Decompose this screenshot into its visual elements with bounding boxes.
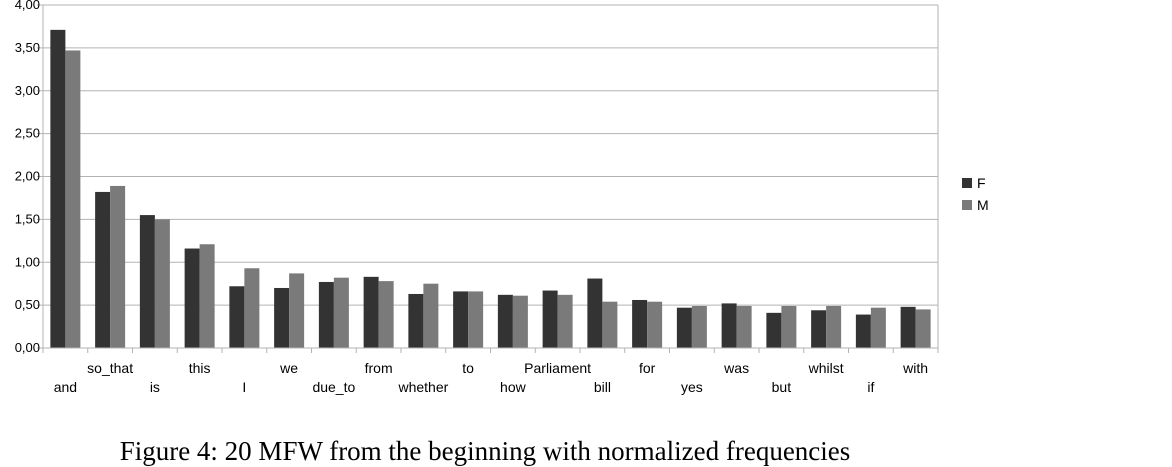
- legend: FM: [962, 175, 989, 213]
- y-tick-label: 1,50: [15, 211, 40, 226]
- bar-F-for: [632, 299, 648, 348]
- bar-F-yes: [676, 307, 692, 348]
- bar-M-bill: [602, 301, 618, 348]
- x-tick-label: this: [189, 360, 211, 376]
- bar-F-to: [453, 291, 469, 348]
- bar-F-but: [766, 312, 782, 348]
- chart: 0,00 0,50 1,00 1,50 2,00 2,50 3,00 3,50 4,00 and…: [15, 0, 989, 395]
- x-tick-label: to: [462, 360, 474, 376]
- bar-F-whilst: [811, 310, 827, 348]
- bar-M-this: [199, 244, 215, 348]
- x-tick-label: we: [279, 360, 298, 376]
- bar-F-Parliament: [542, 290, 558, 348]
- bar-F-bill: [587, 278, 603, 348]
- bar-F-was: [721, 303, 737, 348]
- x-tick-label: how: [500, 379, 527, 395]
- bar-F-if: [855, 314, 871, 348]
- legend-label-M: M: [977, 197, 989, 213]
- bar-M-whether: [423, 283, 439, 348]
- bar-F-with: [900, 306, 916, 348]
- bar-M-to: [468, 291, 484, 348]
- bar-M-was: [736, 305, 752, 348]
- bar-F-due_to: [318, 281, 334, 348]
- x-tick-label: from: [365, 360, 393, 376]
- y-tick-label: 2,00: [15, 169, 40, 184]
- x-tick-label: for: [639, 360, 656, 376]
- x-tick-label: was: [723, 360, 749, 376]
- x-tick-label: whether: [397, 379, 448, 395]
- y-tick-label: 2,50: [15, 126, 40, 141]
- figure-caption: Figure 4: 20 MFW from the beginning with…: [119, 436, 851, 466]
- bar-M-how: [512, 295, 528, 348]
- bars: [50, 29, 931, 349]
- bar-F-so_that: [95, 191, 111, 348]
- bar-F-from: [363, 276, 379, 348]
- x-tick-label: if: [867, 379, 874, 395]
- legend-swatch-M: [962, 200, 972, 210]
- bar-M-we: [289, 273, 305, 348]
- bar-M-with: [915, 309, 931, 348]
- x-tick-label: but: [772, 379, 792, 395]
- bar-F-and: [50, 29, 66, 349]
- x-tick-label: so_that: [87, 360, 133, 376]
- bar-F-is: [139, 215, 155, 348]
- bar-M-from: [378, 281, 394, 348]
- x-tick-label: bill: [594, 379, 611, 395]
- gridlines: [37, 4, 939, 349]
- y-tick-label: 3,50: [15, 40, 40, 55]
- y-tick-label: 4,00: [15, 0, 40, 12]
- bar-M-yes: [691, 305, 707, 348]
- bar-M-Parliament: [557, 294, 573, 348]
- x-tick-label: with: [902, 360, 928, 376]
- bar-M-for: [647, 301, 663, 348]
- y-axis-tick-labels: 0,00 0,50 1,00 1,50 2,00 2,50 3,00 3,50 4,00: [15, 0, 40, 355]
- bar-M-whilst: [826, 305, 842, 348]
- y-tick-label: 0,50: [15, 297, 40, 312]
- x-axis: [42, 347, 939, 353]
- legend-swatch-F: [962, 178, 972, 188]
- x-tick-label: whilst: [808, 360, 844, 376]
- x-tick-label: due_to: [312, 379, 355, 395]
- bar-F-I: [229, 286, 245, 348]
- bar-M-is: [154, 219, 170, 348]
- bar-M-due_to: [333, 277, 349, 348]
- y-tick-label: 1,00: [15, 254, 40, 269]
- bar-M-I: [244, 268, 260, 348]
- bar-M-so_that: [110, 185, 126, 348]
- x-tick-label: Parliament: [524, 360, 591, 376]
- bar-F-this: [184, 248, 200, 348]
- x-tick-label: yes: [681, 379, 703, 395]
- bar-F-how: [497, 294, 513, 348]
- bar-M-and: [65, 50, 81, 348]
- y-tick-label: 3,00: [15, 83, 40, 98]
- y-tick-label: 0,00: [15, 340, 40, 355]
- x-tick-label: and: [54, 379, 77, 395]
- bar-F-whether: [408, 293, 424, 348]
- legend-label-F: F: [977, 175, 986, 191]
- bar-F-we: [274, 287, 290, 348]
- x-tick-label: is: [150, 379, 160, 395]
- x-tick-label: I: [242, 379, 246, 395]
- bar-M-but: [781, 305, 797, 348]
- bar-M-if: [870, 307, 886, 348]
